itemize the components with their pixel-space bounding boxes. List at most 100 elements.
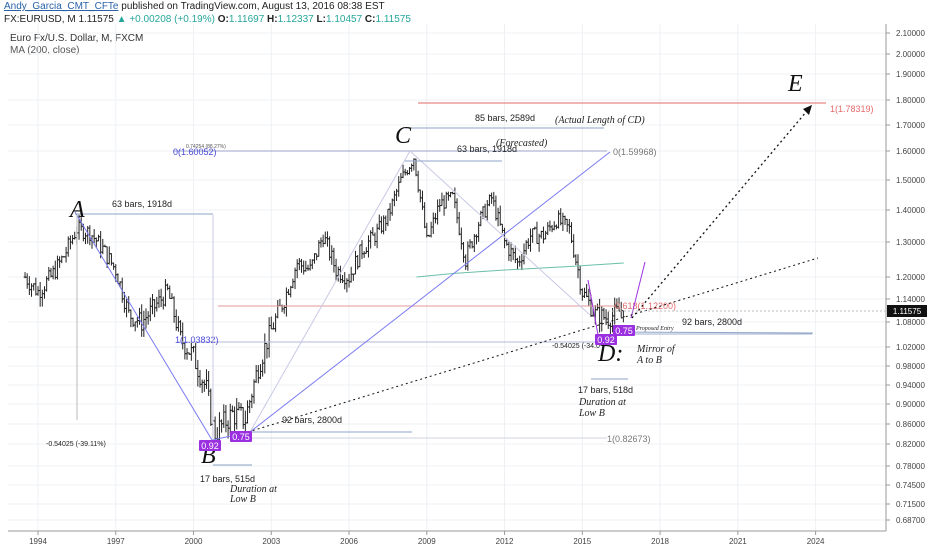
ratio-badge-d-box	[595, 334, 617, 345]
y-tick-label: 1.40000	[896, 206, 925, 215]
publish-info: published on TradingView.com, August 13,…	[121, 1, 385, 12]
label-bars-92-b: 92 bars, 2800d	[282, 415, 342, 425]
y-tick-label: 1.08000	[896, 318, 925, 327]
up-arrow-icon: ▲	[116, 14, 127, 25]
change-text: +0.00208 (+0.19%)	[129, 14, 215, 25]
y-tick-label: 0.86000	[896, 420, 925, 429]
label-duration-b-1: Duration at	[229, 484, 277, 495]
label-fib-low-right: -0.54025 (-34.0	[552, 343, 600, 350]
label-bars-a: 63 bars, 1918d	[112, 199, 172, 209]
label-bars-85: 85 bars, 2589d	[475, 113, 535, 123]
ratio-badge-b2: 0.75	[232, 432, 250, 442]
y-tick-label: 0.98000	[896, 362, 925, 371]
fib-e-label: 1(1.78319)	[830, 104, 874, 114]
author-link[interactable]: Andy_Garcia_CMT_CFTe	[4, 1, 119, 12]
fib-one-left-label: 1(1.03832)	[175, 335, 219, 345]
y-tick-label: 1.30000	[896, 238, 925, 247]
y-tick-label: 1.02000	[896, 343, 925, 352]
y-tick-label: 0.94000	[896, 381, 925, 390]
projection-arrow-icon	[803, 105, 812, 115]
publish-header: Andy_Garcia_CMT_CFTe published on Tradin…	[4, 1, 385, 12]
ratio-badge-d2-box	[613, 325, 635, 336]
fib-zero-right-label: 0(1.59968)	[613, 147, 657, 157]
y-tick-label: 0.82000	[896, 440, 925, 449]
y-tick-label: 1.60000	[896, 147, 925, 156]
symbol-line: FX:EURUSD, M 1.11575 ▲ +0.00208 (+0.19%)…	[4, 14, 411, 25]
ma-legend: MA (200, close)	[10, 45, 80, 56]
open-value: 1.11697	[228, 14, 265, 25]
y-tick-label: 2.10000	[896, 29, 925, 38]
label-duration-d-1: Duration at	[578, 397, 626, 408]
y-tick-label: 1.70000	[896, 121, 925, 130]
y-tick-label: 0.78000	[896, 462, 925, 471]
label-forecasted: (Forecasted)	[496, 138, 548, 149]
high-label: H:	[267, 14, 278, 25]
close-label: C:	[364, 14, 376, 25]
last-price-label: 1.11575	[893, 307, 922, 316]
pattern-point-e: E	[787, 71, 803, 97]
label-duration-d-2: Low B	[578, 408, 605, 419]
y-tick-label: 1.90000	[896, 70, 925, 79]
y-tick-label: 1.14000	[896, 295, 925, 304]
high-value: 1.12337	[277, 14, 314, 25]
label-actual-cd: (Actual Length of CD)	[555, 115, 645, 126]
last-price-box	[887, 305, 927, 317]
trend-b-c	[249, 151, 611, 433]
d-pattern-right	[630, 261, 646, 319]
open-label: O:	[217, 14, 229, 25]
y-tick-label: 0.71500	[896, 500, 925, 509]
label-bars-17-b: 17 bars, 515d	[200, 474, 255, 484]
trend-b-c-faint	[249, 150, 411, 433]
x-tick-label: 1994	[29, 537, 47, 546]
x-tick-label: 2009	[418, 537, 436, 546]
y-tick-label: 1.50000	[896, 176, 925, 185]
label-bars-92-d: 92 bars, 2800d	[682, 317, 742, 327]
duration-92-d-line	[612, 331, 814, 334]
pattern-point-d: D:	[597, 341, 623, 367]
projection-b-d	[247, 257, 819, 433]
label-mirror-1: Mirror of	[636, 344, 676, 355]
fib-618-label: 0.618(1.12200)	[615, 301, 676, 311]
label-duration-b-2: Low B	[229, 494, 256, 505]
x-tick-label: 2015	[573, 537, 591, 546]
trend-a-b	[74, 211, 213, 441]
x-tick-label: 2024	[807, 537, 825, 546]
fib-zero-left-label: 0(1.60052)	[173, 147, 217, 157]
fib-top-label: 0.74254 (88.27%)	[186, 144, 226, 150]
x-tick-label: 2012	[496, 537, 514, 546]
ratio-badge-b2-box	[230, 431, 252, 442]
y-tick-label: 0.68700	[896, 516, 925, 525]
ratio-badge-d: 0.92	[597, 335, 615, 345]
y-tick-label: 0.90000	[896, 400, 925, 409]
ratio-badge-b: 0.92	[201, 441, 219, 451]
instrument-title: Euro Fx/U.S. Dollar, M, FXCM	[10, 33, 144, 44]
symbol-text: FX:EURUSD, M 1.11575	[4, 14, 114, 25]
y-tick-label: 2.00000	[896, 50, 925, 59]
pattern-point-a: A	[68, 197, 85, 223]
x-tick-label: 2018	[651, 537, 669, 546]
x-tick-label: 2000	[185, 537, 203, 546]
projection-d-e	[631, 104, 813, 319]
label-proposed-entry: Proposed Entry	[635, 326, 674, 332]
y-tick-label: 1.20000	[896, 273, 925, 282]
close-value: 1.11575	[375, 14, 411, 25]
label-bars-c: 63 bars, 1918d	[457, 144, 517, 154]
ratio-badge-d2: 0.75	[615, 326, 633, 336]
ratio-badge-b-box	[199, 440, 221, 451]
low-value: 1.10457	[325, 14, 363, 25]
fib-bottom-label: 1(0.82673)	[607, 434, 651, 444]
x-tick-label: 2006	[340, 537, 358, 546]
y-tick-label: 0.74500	[896, 481, 925, 490]
x-tick-label: 2021	[729, 537, 747, 546]
d-pattern-left	[587, 279, 599, 336]
trend-c-d	[409, 150, 591, 316]
x-tick-label: 2003	[262, 537, 280, 546]
label-bars-17-d: 17 bars, 518d	[578, 385, 633, 395]
pattern-point-c: C	[395, 123, 412, 149]
ma-200-line	[416, 262, 624, 278]
y-tick-label: 1.80000	[896, 96, 925, 105]
label-mirror-2: A to B	[636, 355, 662, 366]
x-tick-label: 1997	[107, 537, 125, 546]
low-label: L:	[316, 14, 326, 25]
